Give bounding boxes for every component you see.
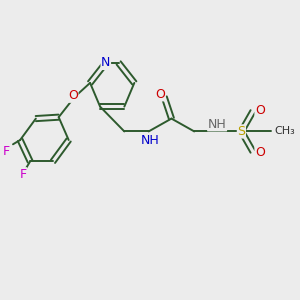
- Text: O: O: [255, 146, 265, 159]
- Text: N: N: [101, 56, 110, 69]
- Text: NH: NH: [141, 134, 159, 147]
- Text: NH: NH: [208, 118, 226, 131]
- Text: O: O: [68, 89, 78, 102]
- Text: F: F: [20, 168, 27, 181]
- Text: S: S: [237, 125, 245, 138]
- Text: O: O: [255, 103, 265, 116]
- Text: O: O: [155, 88, 165, 101]
- Text: F: F: [2, 145, 9, 158]
- Text: CH₃: CH₃: [274, 126, 295, 136]
